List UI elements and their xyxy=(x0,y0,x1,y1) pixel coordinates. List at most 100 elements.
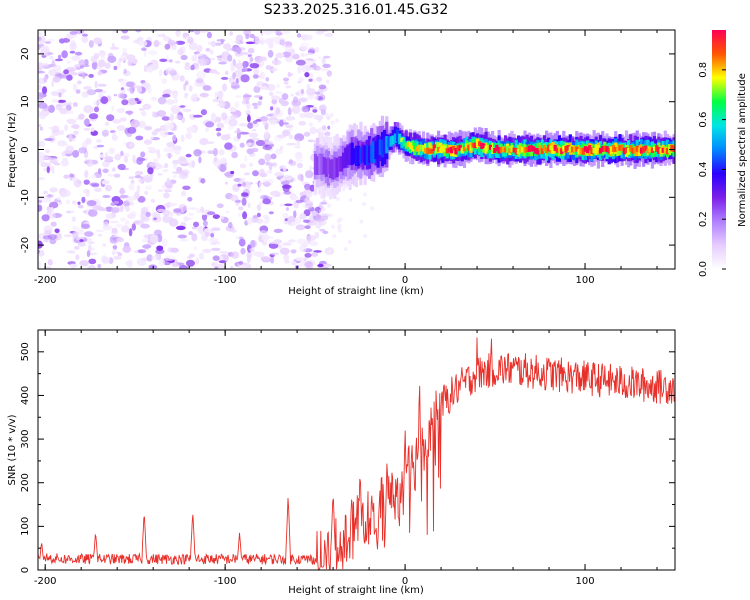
noise-blob xyxy=(288,159,293,164)
noise-blob xyxy=(157,96,167,105)
noise-blob xyxy=(198,156,202,164)
noise-blob xyxy=(173,163,177,170)
noise-blob xyxy=(309,165,313,172)
x-tick-label: -100 xyxy=(214,275,237,286)
noise-blob xyxy=(264,38,274,45)
noise-blob xyxy=(178,156,187,162)
tone-ridge-cell xyxy=(540,148,544,155)
tone-ridge-cell xyxy=(324,158,328,177)
noise-blob xyxy=(212,214,220,220)
noise-blob xyxy=(247,54,252,57)
tone-ridge-cell xyxy=(590,147,594,155)
noise-blob xyxy=(266,113,274,117)
noise-blob xyxy=(89,241,96,244)
noise-blob xyxy=(119,194,129,199)
noise-blob xyxy=(258,158,266,166)
noise-blob xyxy=(172,134,177,142)
noise-blob xyxy=(165,89,171,92)
noise-blob xyxy=(208,237,218,243)
noise-blob xyxy=(202,248,212,254)
noise-blob xyxy=(229,107,237,113)
tone-ridge-cell xyxy=(350,142,354,165)
noise-blob xyxy=(51,80,55,88)
tone-ridge-cell xyxy=(551,148,555,154)
tone-ridge-cell xyxy=(501,146,505,153)
noise-blob xyxy=(295,224,306,231)
noise-blob xyxy=(245,41,256,45)
noise-blob xyxy=(270,67,278,72)
noise-blob xyxy=(140,223,150,229)
noise-blob xyxy=(240,247,246,255)
tone-ridge-cell xyxy=(594,148,598,154)
noise-blob xyxy=(213,156,218,162)
noise-blob xyxy=(235,95,242,98)
noise-blob xyxy=(265,161,271,166)
noise-blob xyxy=(193,149,202,157)
noise-blob xyxy=(129,86,135,94)
noise-blob xyxy=(150,198,156,203)
noise-blob xyxy=(143,65,148,73)
noise-blob xyxy=(204,127,209,132)
tone-ridge-cell xyxy=(659,148,663,154)
noise-blob xyxy=(256,251,265,258)
noise-blob xyxy=(239,236,244,240)
noise-blob xyxy=(177,234,187,239)
noise-blob xyxy=(335,118,340,123)
noise-blob xyxy=(241,197,247,206)
noise-blob xyxy=(258,230,268,238)
noise-blob xyxy=(303,131,311,137)
noise-blob xyxy=(257,187,262,193)
noise-blob xyxy=(314,95,319,101)
noise-blob xyxy=(142,175,152,179)
noise-blob xyxy=(135,135,144,141)
tone-ridge-cell xyxy=(454,147,458,155)
noise-blob xyxy=(229,31,233,36)
noise-blob xyxy=(102,243,106,247)
noise-blob xyxy=(242,182,246,187)
noise-blob xyxy=(283,253,290,262)
noise-blob xyxy=(189,30,194,33)
noise-blob xyxy=(114,153,122,161)
noise-blob xyxy=(120,150,124,157)
noise-blob xyxy=(283,190,292,195)
snr-x-axis-label: Height of straight line (km) xyxy=(288,585,424,596)
noise-blob xyxy=(112,167,116,172)
noise-blob xyxy=(93,37,102,45)
noise-blob xyxy=(178,173,189,180)
noise-blob xyxy=(287,107,292,116)
noise-blob xyxy=(253,67,260,76)
noise-blob xyxy=(126,196,134,203)
noise-blob xyxy=(98,168,102,175)
noise-blob xyxy=(188,231,193,236)
tone-ridge-cell xyxy=(648,146,652,153)
noise-blob xyxy=(153,40,160,48)
tone-ridge-cell xyxy=(398,133,402,145)
noise-blob xyxy=(49,238,57,245)
noise-blob xyxy=(83,105,94,114)
noise-blob xyxy=(145,205,150,211)
noise-blob xyxy=(279,203,285,207)
noise-blob xyxy=(359,219,364,224)
noise-blob xyxy=(278,98,284,104)
noise-blob xyxy=(295,155,303,164)
noise-blob xyxy=(96,99,100,107)
noise-blob xyxy=(214,42,222,46)
noise-blob xyxy=(257,100,263,106)
noise-blob xyxy=(127,126,137,134)
noise-blob xyxy=(256,80,261,88)
noise-blob xyxy=(164,255,175,262)
noise-blob xyxy=(245,33,250,40)
noise-blob xyxy=(243,172,250,176)
noise-blob xyxy=(248,61,252,65)
noise-blob xyxy=(225,43,231,52)
tone-ridge-cell xyxy=(633,146,637,154)
noise-blob xyxy=(202,220,208,227)
tone-ridge-cell xyxy=(450,146,454,154)
noise-blob xyxy=(92,205,102,211)
noise-blob xyxy=(121,225,130,233)
noise-blob xyxy=(220,76,229,80)
noise-blob xyxy=(49,201,59,209)
noise-blob xyxy=(323,55,331,59)
noise-blob xyxy=(93,106,100,113)
noise-blob xyxy=(264,236,274,239)
